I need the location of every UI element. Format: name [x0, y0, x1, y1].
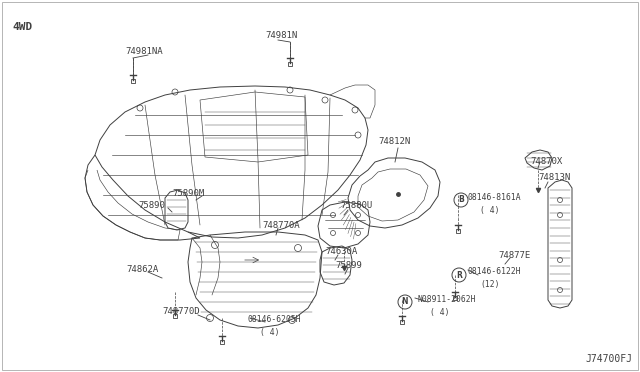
Text: 08146-6205H: 08146-6205H	[248, 315, 301, 324]
Text: 74981NA: 74981NA	[125, 48, 163, 57]
Text: 74862A: 74862A	[126, 266, 158, 275]
Text: 4WD: 4WD	[12, 22, 32, 32]
Text: J74700FJ: J74700FJ	[585, 354, 632, 364]
Text: N08911-2062H: N08911-2062H	[418, 295, 477, 305]
Bar	[131, 79, 135, 83]
Text: 74981N: 74981N	[265, 32, 297, 41]
Bar	[400, 320, 404, 324]
Text: 75890M: 75890M	[172, 189, 204, 199]
Circle shape	[398, 295, 412, 309]
Bar	[456, 229, 460, 233]
Text: N: N	[402, 298, 408, 307]
Text: 748770D: 748770D	[162, 308, 200, 317]
Bar	[173, 314, 177, 318]
Circle shape	[454, 193, 468, 207]
Bar	[220, 340, 224, 344]
Text: ( 4): ( 4)	[260, 327, 280, 337]
Text: 74630A: 74630A	[325, 247, 357, 257]
Text: ( 4): ( 4)	[430, 308, 449, 317]
Text: 75890: 75890	[138, 202, 165, 211]
Text: B: B	[458, 196, 464, 205]
Text: 08146-8161A: 08146-8161A	[468, 193, 522, 202]
Text: 74877E: 74877E	[498, 251, 531, 260]
Text: 748770A: 748770A	[262, 221, 300, 231]
Text: (12): (12)	[480, 279, 499, 289]
Text: 74812N: 74812N	[378, 138, 410, 147]
Circle shape	[452, 268, 466, 282]
Text: 75880U: 75880U	[340, 202, 372, 211]
Text: ( 4): ( 4)	[480, 205, 499, 215]
Text: 08146-6122H: 08146-6122H	[468, 267, 522, 276]
Text: 74870X: 74870X	[530, 157, 563, 167]
Text: R: R	[456, 270, 462, 279]
Text: 75899: 75899	[335, 260, 362, 269]
Text: 74813N: 74813N	[538, 173, 570, 183]
Bar	[288, 62, 292, 66]
Bar	[453, 296, 457, 300]
